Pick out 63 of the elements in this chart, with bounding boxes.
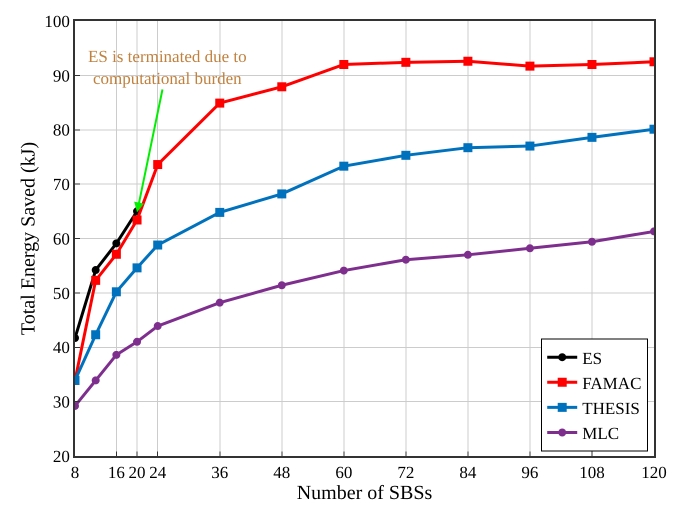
- point: [587, 60, 596, 69]
- point: [526, 244, 534, 252]
- point: [216, 298, 224, 307]
- y-tick-label: 90: [52, 66, 70, 86]
- y-tick-label: 100: [44, 12, 70, 31]
- point: [401, 58, 410, 67]
- x-tick-label: 72: [397, 463, 414, 482]
- x-axis-title: Number of SBSs: [296, 482, 432, 504]
- legend-label: FAMAC: [582, 374, 642, 393]
- x-tick-label: 120: [641, 463, 667, 482]
- x-tick-label: 60: [335, 463, 352, 482]
- x-tick-label: 108: [579, 463, 605, 482]
- x-tick-label: 24: [149, 463, 167, 482]
- point: [215, 98, 224, 108]
- point: [277, 189, 286, 198]
- point: [133, 338, 142, 346]
- point: [215, 208, 224, 217]
- point: [112, 287, 121, 296]
- point: [277, 82, 286, 92]
- point: [402, 256, 410, 264]
- y-tick-label: 30: [52, 392, 70, 412]
- y-tick-label: 20: [52, 446, 70, 466]
- point: [92, 266, 100, 274]
- point: [153, 240, 162, 250]
- point: [112, 239, 120, 248]
- point: [339, 60, 348, 69]
- point: [112, 250, 121, 259]
- x-tick-label: 48: [273, 463, 290, 482]
- point: [340, 266, 348, 275]
- point: [525, 142, 534, 151]
- x-tick-label: 16: [108, 463, 125, 482]
- point: [91, 330, 100, 340]
- point: [588, 238, 596, 246]
- y-tick-label: 70: [52, 175, 70, 194]
- point: [132, 263, 142, 272]
- annotation: ES is terminated due to computational burden: [88, 47, 247, 88]
- point: [587, 132, 596, 142]
- point: [463, 56, 472, 66]
- x-tick-label: 36: [211, 463, 228, 482]
- legend-label: ES: [582, 348, 602, 368]
- y-tick-label: 40: [52, 338, 70, 358]
- x-tick-label: 8: [70, 463, 80, 482]
- y-tick-label: 60: [52, 229, 70, 248]
- y-axis-title: Total Energy Saved (kJ): [17, 142, 40, 336]
- point: [339, 162, 348, 171]
- point: [525, 62, 534, 71]
- x-tick-label: 96: [521, 463, 538, 482]
- point: [154, 322, 162, 330]
- point: [92, 376, 100, 384]
- point: [153, 160, 162, 170]
- point: [401, 150, 410, 160]
- point: [91, 276, 100, 285]
- legend-label: THESIS: [582, 399, 640, 418]
- point: [278, 281, 286, 290]
- legend-label: MLC: [582, 424, 620, 444]
- point: [463, 143, 472, 152]
- x-tick-label: 20: [128, 463, 146, 482]
- point: [464, 250, 472, 259]
- x-tick-label: 84: [459, 463, 477, 482]
- y-tick-label: 80: [52, 120, 70, 140]
- point: [132, 216, 142, 225]
- y-tick-label: 50: [52, 284, 70, 303]
- point: [112, 350, 120, 359]
